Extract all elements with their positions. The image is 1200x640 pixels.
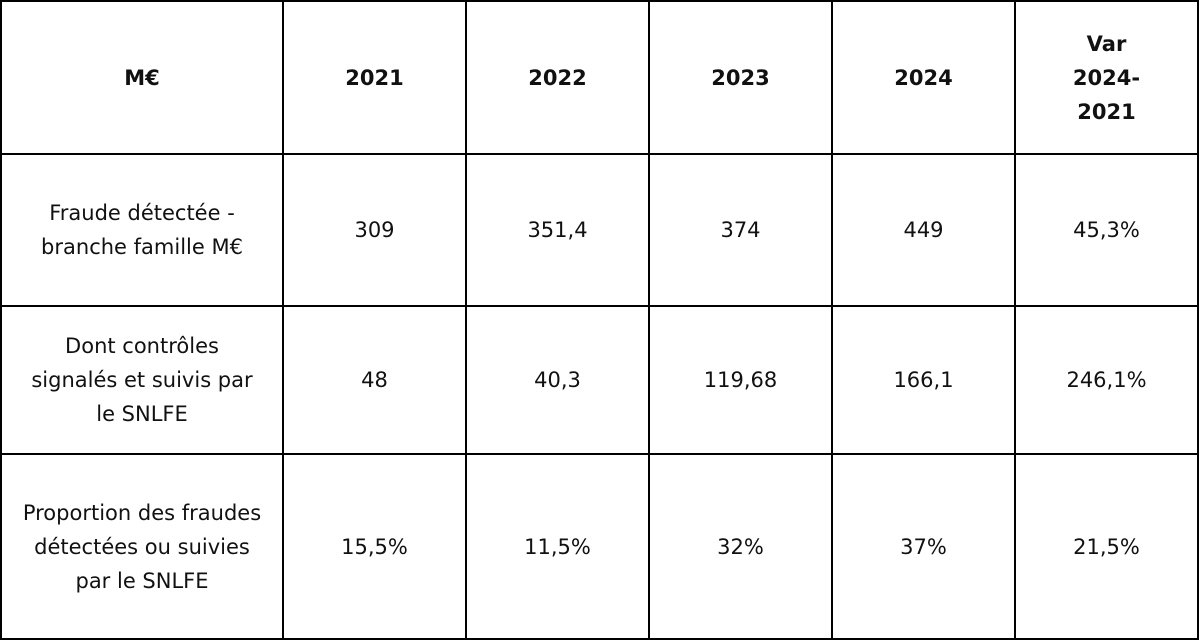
header-row: M€ 2021 2022 2023 2024 Var 2024-2021 bbox=[0, 0, 1199, 155]
value-cell: 166,1 bbox=[831, 305, 1016, 455]
value-cell: 351,4 bbox=[465, 153, 650, 307]
value-cell: 15,5% bbox=[282, 453, 467, 640]
table-row: Proportion des fraudes détectées ou suiv… bbox=[0, 453, 1199, 640]
row-label: Dont contrôles signalés et suivis par le… bbox=[0, 305, 284, 455]
value-cell: 37% bbox=[831, 453, 1016, 640]
value-cell: 45,3% bbox=[1014, 153, 1199, 307]
header-cell: 2021 bbox=[282, 0, 467, 155]
table-row: Fraude détectée - branche famille M€ 309 3… bbox=[0, 153, 1199, 307]
header-cell: 2022 bbox=[465, 0, 650, 155]
value-cell: 32% bbox=[648, 453, 833, 640]
header-cell: Var 2024-2021 bbox=[1014, 0, 1199, 155]
row-label: Fraude détectée - branche famille M€ bbox=[0, 153, 284, 307]
value-cell: 449 bbox=[831, 153, 1016, 307]
header-cell: 2024 bbox=[831, 0, 1016, 155]
value-cell: 309 bbox=[282, 153, 467, 307]
header-cell: 2023 bbox=[648, 0, 833, 155]
value-cell: 21,5% bbox=[1014, 453, 1199, 640]
value-cell: 48 bbox=[282, 305, 467, 455]
row-label: Proportion des fraudes détectées ou suiv… bbox=[0, 453, 284, 640]
table-row: Dont contrôles signalés et suivis par le… bbox=[0, 305, 1199, 455]
value-cell: 11,5% bbox=[465, 453, 650, 640]
value-cell: 374 bbox=[648, 153, 833, 307]
table-body: Fraude détectée - branche famille M€ 309 3… bbox=[0, 153, 1199, 640]
header-cell: M€ bbox=[0, 0, 284, 155]
value-cell: 246,1% bbox=[1014, 305, 1199, 455]
value-cell: 40,3 bbox=[465, 305, 650, 455]
value-cell: 119,68 bbox=[648, 305, 833, 455]
